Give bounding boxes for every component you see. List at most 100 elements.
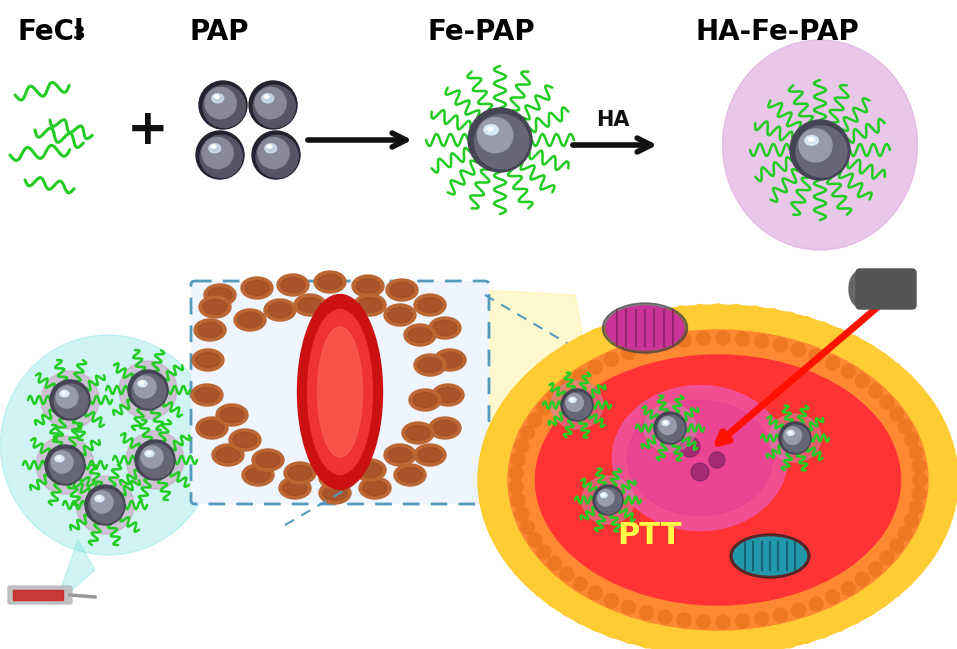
Circle shape (677, 613, 691, 627)
Ellipse shape (418, 358, 442, 373)
Circle shape (890, 407, 903, 421)
Circle shape (745, 636, 763, 649)
Circle shape (657, 336, 672, 350)
Ellipse shape (211, 93, 224, 103)
Circle shape (869, 562, 882, 576)
Ellipse shape (356, 278, 380, 293)
Circle shape (938, 458, 956, 476)
Circle shape (497, 535, 515, 553)
Ellipse shape (809, 138, 813, 141)
Ellipse shape (723, 40, 918, 250)
Ellipse shape (298, 295, 383, 489)
Circle shape (677, 333, 691, 347)
Ellipse shape (277, 274, 309, 296)
Ellipse shape (628, 400, 772, 515)
Text: +: + (127, 106, 168, 154)
Circle shape (621, 625, 639, 643)
Ellipse shape (730, 534, 810, 578)
Ellipse shape (318, 275, 342, 289)
Circle shape (797, 317, 815, 335)
Ellipse shape (196, 352, 220, 367)
Circle shape (573, 369, 588, 383)
Circle shape (890, 539, 903, 553)
Ellipse shape (414, 354, 446, 376)
Circle shape (691, 463, 709, 481)
Ellipse shape (283, 480, 307, 495)
Circle shape (754, 334, 768, 349)
Ellipse shape (406, 426, 430, 441)
Circle shape (912, 487, 926, 501)
Ellipse shape (294, 294, 326, 316)
Circle shape (784, 427, 801, 445)
Circle shape (904, 432, 919, 447)
Circle shape (799, 129, 832, 162)
Circle shape (196, 131, 244, 179)
Ellipse shape (612, 386, 788, 530)
Circle shape (513, 558, 531, 576)
Circle shape (547, 389, 562, 404)
Ellipse shape (194, 319, 226, 341)
Circle shape (513, 384, 531, 402)
Ellipse shape (214, 95, 219, 98)
Text: Fe-PAP: Fe-PAP (428, 18, 536, 46)
Ellipse shape (209, 143, 221, 153)
Circle shape (479, 471, 497, 489)
Circle shape (511, 452, 525, 467)
Ellipse shape (60, 391, 69, 397)
Circle shape (481, 497, 500, 515)
Ellipse shape (805, 136, 818, 145)
FancyBboxPatch shape (856, 269, 916, 309)
Ellipse shape (281, 278, 305, 293)
Ellipse shape (414, 294, 446, 316)
Circle shape (475, 114, 529, 169)
Circle shape (639, 606, 654, 620)
Ellipse shape (434, 349, 466, 371)
Circle shape (938, 484, 956, 502)
Ellipse shape (789, 432, 791, 434)
Ellipse shape (245, 280, 269, 295)
Circle shape (922, 535, 940, 553)
Circle shape (132, 374, 166, 408)
Ellipse shape (36, 436, 94, 494)
Circle shape (597, 489, 614, 506)
Circle shape (546, 589, 565, 607)
Circle shape (56, 386, 78, 408)
Circle shape (497, 407, 515, 425)
Circle shape (490, 419, 508, 437)
Ellipse shape (252, 449, 284, 471)
Ellipse shape (354, 294, 386, 316)
Circle shape (621, 600, 635, 615)
Circle shape (922, 407, 940, 425)
Ellipse shape (196, 417, 228, 439)
Ellipse shape (603, 303, 687, 353)
Circle shape (810, 597, 823, 611)
Ellipse shape (147, 452, 151, 454)
Circle shape (909, 500, 924, 514)
Ellipse shape (386, 279, 418, 301)
Circle shape (135, 440, 175, 480)
Circle shape (826, 356, 839, 370)
Circle shape (912, 459, 926, 473)
Circle shape (639, 340, 654, 354)
Circle shape (657, 610, 672, 624)
Circle shape (735, 332, 749, 346)
Ellipse shape (769, 414, 821, 462)
Ellipse shape (602, 494, 605, 496)
Circle shape (936, 445, 954, 463)
Circle shape (914, 395, 932, 413)
Circle shape (574, 336, 591, 354)
Polygon shape (55, 540, 95, 605)
Circle shape (933, 432, 950, 450)
Circle shape (546, 353, 565, 371)
Ellipse shape (404, 324, 436, 346)
Ellipse shape (62, 392, 66, 394)
Ellipse shape (216, 448, 240, 463)
Circle shape (727, 637, 746, 649)
Circle shape (534, 363, 552, 380)
Text: FeCl: FeCl (18, 18, 84, 46)
Ellipse shape (478, 305, 957, 649)
Ellipse shape (233, 432, 257, 448)
Circle shape (773, 338, 788, 352)
Ellipse shape (126, 431, 184, 489)
Circle shape (141, 446, 163, 468)
